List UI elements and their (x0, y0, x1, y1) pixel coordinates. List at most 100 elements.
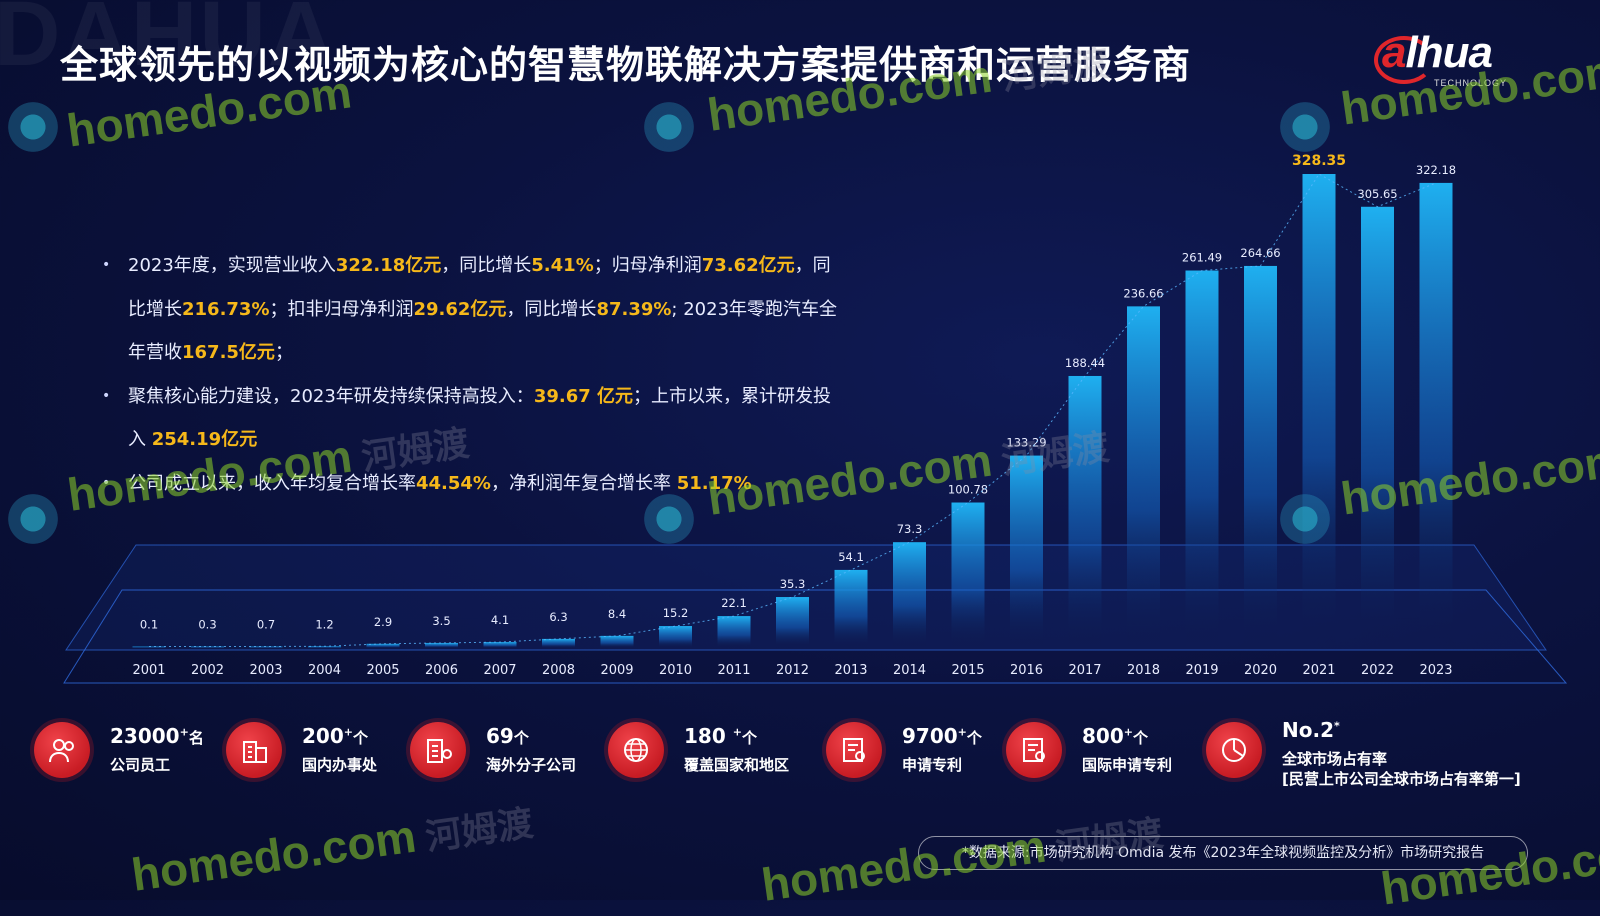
x-tick-label: 2018 (1127, 663, 1160, 678)
highlight-text: 公司成立以来，收入年均复合增长率 (128, 472, 416, 494)
bar-value-label: 236.66 (1123, 286, 1163, 300)
x-tick-label: 2022 (1361, 663, 1394, 678)
x-tick-label: 2016 (1010, 663, 1043, 678)
highlight-text: ；扣非归母净利润 (269, 298, 414, 320)
bar-2007 (483, 642, 517, 648)
watermark-flower-icon (640, 490, 698, 548)
bar-2014 (893, 542, 926, 648)
highlight-text: ; 2023年零跑汽车全年营收 (128, 298, 838, 364)
bar-value-label: 0.3 (198, 618, 216, 632)
logo-ring-icon (1374, 36, 1434, 84)
bar-2020 (1244, 265, 1277, 648)
highlight-text: ，同比增长 (441, 255, 532, 276)
highlight-text: ，同比增长 (128, 255, 831, 320)
bar-2008 (542, 638, 575, 648)
page-title: 全球领先的以视频为核心的智慧物联解决方案提供商和运营服务商 (60, 43, 1192, 87)
bar-value-label: 4.1 (491, 613, 509, 627)
highlight-value: 167.5亿元 (182, 342, 275, 363)
bar-2001 (132, 646, 166, 648)
bar-value-label: 35.3 (780, 577, 806, 591)
stat-value: 180 +个 (684, 724, 757, 748)
stat-label: 国内办事处 (302, 756, 378, 774)
highlight-text: ，净利润年复合增长率 (490, 472, 677, 494)
x-tick-label: 2014 (893, 663, 926, 678)
stat-value: 200+个 (302, 724, 368, 748)
bar-value-label: 3.5 (432, 614, 450, 628)
bar-value-label: 328.35 (1292, 153, 1346, 169)
x-tick-label: 2017 (1068, 663, 1101, 678)
stat-value: 800+个 (1082, 724, 1148, 748)
overseas-office-icon (410, 722, 466, 778)
bar-2012 (776, 597, 809, 648)
stat-value: 23000+名 (110, 724, 204, 748)
office-building-icon (226, 722, 282, 778)
bar-value-label: 8.4 (608, 607, 626, 621)
bar-value-label: 22.1 (721, 596, 747, 610)
bar-value-label: 54.1 (838, 550, 864, 564)
highlights-list: 2023年度，实现营业收入322.18亿元，同比增长5.41%；归母净利润73.… (102, 244, 842, 505)
bar-2004 (308, 646, 341, 648)
stats-row: 23000+名公司员工 200+个国内办事处 69个海外分子公司 180 +个覆盖国家… (0, 710, 1600, 800)
x-tick-label: 2012 (776, 663, 809, 678)
globe-icon (608, 722, 664, 778)
international-patent-icon (1006, 722, 1062, 778)
bar-value-label: 261.49 (1182, 251, 1222, 265)
bar-2019 (1185, 270, 1219, 648)
x-tick-label: 2023 (1419, 663, 1452, 678)
x-tick-label: 2003 (249, 663, 282, 678)
highlight-item: 公司成立以来，收入年均复合增长率44.54%，净利润年复合增长率 51.17% (102, 462, 842, 506)
x-tick-label: 2020 (1244, 663, 1277, 678)
stat-label: 公司员工 (110, 756, 171, 774)
highlight-text: 2023年度，实现营业收入 (128, 255, 336, 276)
bar-value-label: 15.2 (663, 606, 689, 620)
highlight-value: 73.62亿元 (701, 255, 795, 276)
stat-label: 申请专利 (902, 756, 963, 774)
bar-value-label: 2.9 (374, 615, 392, 629)
stat-sublabel: [民营上市公司全球市场占有率第一] (1282, 770, 1521, 788)
highlight-text: 聚焦核心能力建设，2023年研发持续保持高投入： (128, 385, 534, 407)
bar-value-label: 73.3 (897, 522, 923, 536)
highlight-value: 29.62亿元 (413, 298, 507, 320)
highlight-value: 216.73% (182, 298, 270, 320)
x-tick-label: 2021 (1302, 663, 1335, 678)
x-tick-label: 2011 (717, 663, 750, 678)
bar-2013 (834, 569, 868, 648)
highlight-value: 44.54% (416, 472, 491, 494)
bar-2006 (425, 642, 458, 648)
x-tick-label: 2004 (308, 663, 341, 678)
highlight-text: ； (274, 342, 293, 363)
stat-value: 69个 (486, 724, 529, 748)
x-tick-label: 2013 (834, 663, 867, 678)
bar-value-label: 264.66 (1240, 246, 1280, 260)
bar-value-label: 0.1 (140, 618, 158, 632)
bar-2017 (1068, 375, 1102, 648)
highlight-text: ，同比增长 (506, 298, 597, 320)
bar-value-label: 0.7 (257, 618, 275, 632)
x-tick-label: 2005 (366, 663, 399, 678)
x-tick-label: 2015 (951, 663, 984, 678)
bar-2002 (191, 646, 224, 648)
bar-2018 (1127, 306, 1160, 648)
bar-2016 (1010, 455, 1043, 648)
bar-2021 (1302, 174, 1336, 648)
x-tick-label: 2006 (425, 663, 458, 678)
watermark-flower-icon (1276, 98, 1334, 156)
people-icon (34, 722, 90, 778)
patent-certificate-icon (826, 722, 882, 778)
background-brand-watermark: DAHUA (0, 0, 337, 85)
stat-label: 全球市场占有率 (1282, 750, 1388, 768)
highlight-value: 39.67 亿元 (533, 385, 634, 407)
stat-label: 覆盖国家和地区 (684, 756, 790, 774)
stat-label: 海外分子公司 (486, 756, 577, 774)
bar-2015 (951, 502, 985, 648)
bar-2022 (1361, 206, 1394, 649)
bar-value-label: 305.65 (1357, 187, 1397, 201)
pie-chart-icon (1206, 722, 1262, 778)
highlight-item: 聚焦核心能力建设，2023年研发持续保持高投入：39.67 亿元；上市以来，累计… (102, 375, 842, 462)
stat-value: No.2* (1282, 718, 1340, 742)
bar-2011 (717, 616, 751, 648)
highlight-value: 322.18亿元 (335, 255, 442, 276)
x-tick-label: 2010 (659, 663, 692, 678)
source-note: *数据来源:市场研究机构 Omdia 发布《2023年全球视频监控及分析》市场研… (918, 836, 1528, 870)
x-tick-label: 2009 (600, 663, 633, 678)
